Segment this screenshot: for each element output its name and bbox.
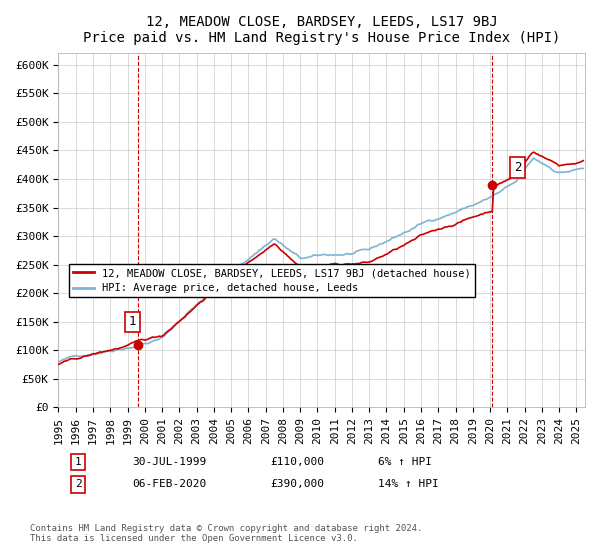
Text: 6% ↑ HPI: 6% ↑ HPI <box>378 457 432 467</box>
Text: 14% ↑ HPI: 14% ↑ HPI <box>378 479 439 489</box>
Text: 06-FEB-2020: 06-FEB-2020 <box>132 479 206 489</box>
Text: 1: 1 <box>128 315 136 328</box>
Title: 12, MEADOW CLOSE, BARDSEY, LEEDS, LS17 9BJ
Price paid vs. HM Land Registry's Hou: 12, MEADOW CLOSE, BARDSEY, LEEDS, LS17 9… <box>83 15 560 45</box>
Text: 30-JUL-1999: 30-JUL-1999 <box>132 457 206 467</box>
Text: Contains HM Land Registry data © Crown copyright and database right 2024.
This d: Contains HM Land Registry data © Crown c… <box>30 524 422 543</box>
Text: 1: 1 <box>74 457 82 467</box>
Legend: 12, MEADOW CLOSE, BARDSEY, LEEDS, LS17 9BJ (detached house), HPI: Average price,: 12, MEADOW CLOSE, BARDSEY, LEEDS, LS17 9… <box>69 264 475 297</box>
Text: £110,000: £110,000 <box>270 457 324 467</box>
Text: £390,000: £390,000 <box>270 479 324 489</box>
Text: 2: 2 <box>514 161 521 174</box>
Text: 2: 2 <box>74 479 82 489</box>
